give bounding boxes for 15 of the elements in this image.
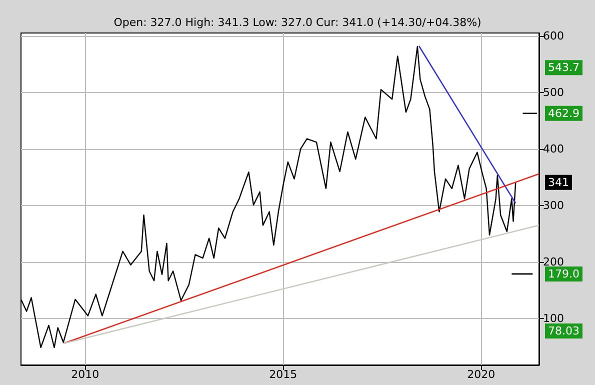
y-tick-label: 100 [543,312,564,326]
x-tick-label: 2015 [269,368,298,381]
y-tick-label: 600 [543,29,564,42]
y-tick-label: 400 [543,142,564,156]
x-tick-label: 2010 [71,368,100,381]
y2-tick-label: 179.0 [548,267,580,280]
x-tick-label: 2020 [467,368,496,381]
y-tick-label: 200 [543,256,564,269]
y2-tick-label: 543.7 [548,61,580,74]
y2-tick-label: 462.9 [548,106,580,120]
y2-tick-label: 78.03 [548,324,580,338]
chart-title: Open: 327.0 High: 341.3 Low: 327.0 Cur: 341.0 (+14.30/+04.38%) [114,16,482,29]
y-tick-label: 500 [543,86,564,99]
y-tick-label: 300 [543,199,564,212]
y2-tick-label: 341 [548,176,569,189]
